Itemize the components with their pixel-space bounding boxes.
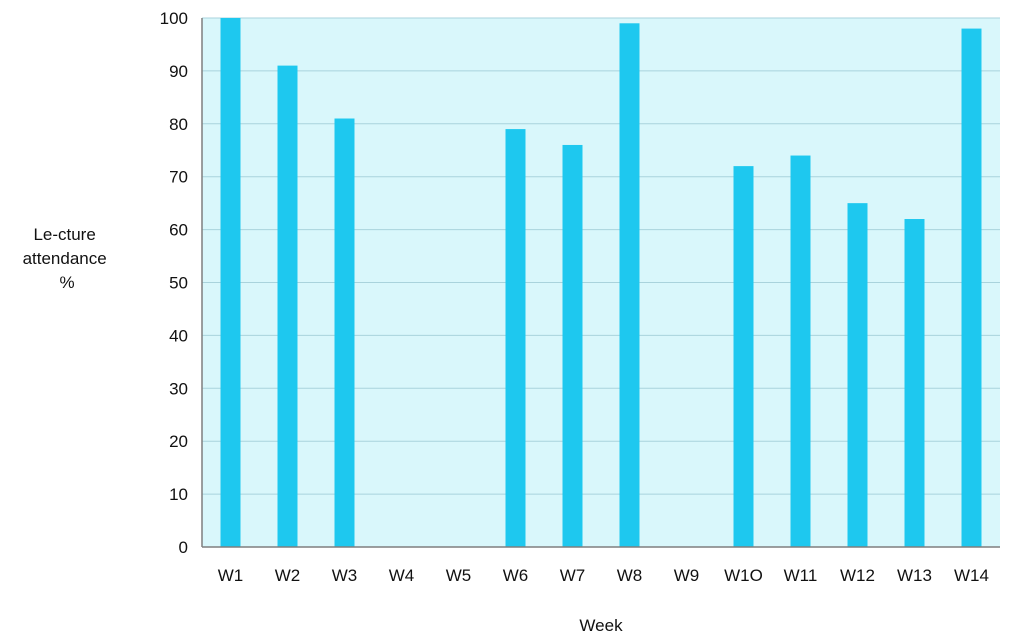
bar-w2	[277, 65, 298, 548]
y-axis-title: Le-cture attendance %	[23, 225, 112, 292]
y-tick-label: 80	[169, 115, 188, 134]
y-axis-title-line: Le-cture	[33, 225, 95, 244]
x-tick-label: W1	[218, 566, 244, 585]
bar-w1	[220, 18, 241, 547]
y-tick-label: 50	[169, 274, 188, 293]
x-tick-label: W3	[332, 566, 358, 585]
y-tick-labels: 0 10 20 30 40 50 60 70 80 90 100	[160, 9, 188, 557]
y-tick-label: 90	[169, 62, 188, 81]
y-axis-title-line: attendance	[23, 249, 107, 268]
x-axis-title: Week	[579, 616, 623, 634]
bar-w13	[904, 219, 925, 547]
x-tick-label: W13	[897, 566, 932, 585]
y-axis-title-line: %	[59, 273, 74, 292]
x-tick-label: W9	[674, 566, 700, 585]
y-tick-label: 100	[160, 9, 188, 28]
x-tick-label: W12	[840, 566, 875, 585]
bar-w3	[334, 118, 355, 547]
y-tick-label: 10	[169, 485, 188, 504]
y-tick-label: 60	[169, 221, 188, 240]
bar-w6	[505, 129, 526, 547]
y-tick-label: 0	[179, 538, 188, 557]
x-tick-label: W7	[560, 566, 586, 585]
x-tick-label: W4	[389, 566, 415, 585]
bar-w1o	[733, 166, 754, 547]
y-tick-label: 40	[169, 326, 188, 345]
x-tick-labels: W1 W2 W3 W4 W5 W6 W7 W8 W9 W1O W11 W12 W13 W14	[218, 566, 989, 585]
x-tick-label: W2	[275, 566, 301, 585]
bar-w12	[847, 203, 868, 547]
y-tick-label: 30	[169, 379, 188, 398]
x-tick-label: W14	[954, 566, 989, 585]
x-tick-label: W1O	[724, 566, 763, 585]
y-tick-label: 70	[169, 168, 188, 187]
bar-w8	[619, 23, 640, 548]
bar-w7	[562, 144, 583, 547]
bar-w11	[790, 155, 811, 548]
x-tick-label: W6	[503, 566, 529, 585]
y-tick-label: 20	[169, 432, 188, 451]
bars	[220, 18, 982, 548]
x-tick-label: W11	[784, 566, 818, 585]
x-tick-label: W8	[617, 566, 643, 585]
bar-w14	[961, 28, 982, 547]
x-tick-label: W5	[446, 566, 472, 585]
